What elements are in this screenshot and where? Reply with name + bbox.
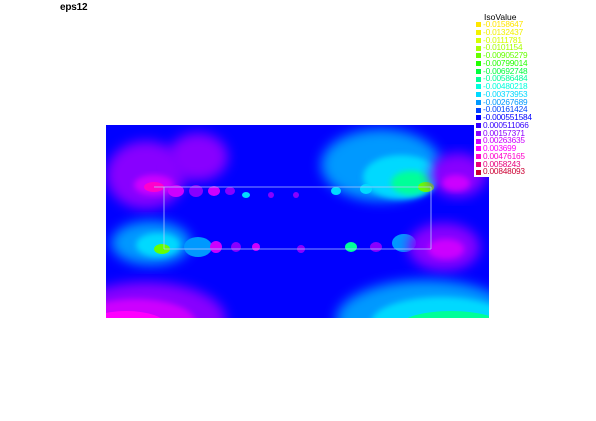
- legend-swatch: [476, 154, 481, 160]
- legend-swatch: [476, 169, 481, 175]
- legend-swatch: [476, 107, 481, 113]
- legend-entry: -0.0101154: [476, 42, 532, 53]
- isovalue-legend: IsoValue -0.0158647 -0.0132437 -0.0111781-…: [474, 11, 536, 177]
- legend-label: -0.0132437: [483, 26, 523, 37]
- legend-swatch: [476, 45, 481, 51]
- legend-entry: -0.00161424: [476, 104, 532, 115]
- legend-entry: -0.00692748: [476, 65, 532, 76]
- legend-label: 0.00157371: [483, 127, 525, 138]
- legend-swatch: [476, 161, 481, 167]
- legend-entry: -0.00480218: [476, 81, 532, 91]
- legend-label: -0.000551584: [483, 112, 532, 122]
- legend-title: IsoValue: [484, 12, 517, 22]
- legend-label: -0.00799014: [483, 57, 528, 68]
- legend-swatch: [476, 37, 481, 43]
- legend-label: 0.0058243: [483, 158, 521, 169]
- legend-swatch: [476, 30, 481, 36]
- legend-entry: 0.000511066: [476, 119, 532, 130]
- legend-label: -0.0101154: [483, 42, 523, 53]
- legend-entry: -0.00267689: [476, 96, 532, 107]
- legend-label: -0.00692748: [483, 65, 528, 76]
- legend-label: -0.00905279: [483, 50, 528, 60]
- legend-swatch: [476, 123, 481, 129]
- legend-entry: 0.00157371: [476, 127, 532, 138]
- legend-entry: -0.000551584: [476, 112, 532, 122]
- legend-label: 0.003699: [483, 143, 517, 153]
- legend-label: -0.00161424: [483, 104, 528, 115]
- legend-swatch: [476, 130, 481, 136]
- legend-swatch: [476, 61, 481, 67]
- legend-entries: -0.0158647 -0.0132437 -0.0111781 -0.0101154…: [476, 19, 532, 177]
- legend-entry: 0.00476165: [476, 150, 532, 161]
- legend-swatch: [476, 53, 481, 59]
- legend-swatch: [476, 146, 481, 152]
- legend-entry: -0.00586484: [476, 73, 532, 84]
- legend-entry: 0.00848093: [476, 166, 532, 177]
- legend-entry: 0.0058243: [476, 158, 532, 169]
- legend-swatch: [476, 92, 481, 98]
- field-contours: [106, 129, 489, 318]
- legend-label: 0.00848093: [483, 166, 525, 177]
- legend-entry: -0.00799014: [476, 57, 532, 68]
- isovalue-field-plot: [106, 125, 489, 318]
- legend-label: -0.00267689: [483, 96, 528, 107]
- legend-entry: -0.0132437: [476, 26, 532, 37]
- legend-swatch: [476, 115, 481, 121]
- electrode-outline: [154, 186, 432, 250]
- legend-entry: -0.00373953: [476, 88, 532, 99]
- legend-label: 0.00476165: [483, 150, 525, 161]
- legend-label: -0.00586484: [483, 73, 528, 84]
- legend-entry: -0.00905279: [476, 50, 532, 60]
- legend-swatch: [476, 68, 481, 74]
- plot-title: eps12: [60, 2, 88, 13]
- legend-label: -0.00373953: [483, 88, 528, 99]
- legend-swatch: [476, 99, 481, 105]
- legend-label: -0.0111781: [483, 34, 522, 45]
- legend-entry: 0.00263635: [476, 135, 532, 146]
- legend-label: 0.000511066: [483, 119, 529, 130]
- legend-swatch: [476, 84, 481, 90]
- legend-swatch: [476, 76, 481, 82]
- legend-swatch: [476, 138, 481, 144]
- legend-entry: -0.0158647: [476, 19, 532, 29]
- legend-label: 0.00263635: [483, 135, 525, 146]
- legend-label: -0.00480218: [483, 81, 528, 91]
- legend-label: -0.0158647: [483, 19, 523, 29]
- legend-entry: -0.0111781: [476, 34, 532, 45]
- legend-swatch: [476, 22, 481, 28]
- legend-entry: 0.003699: [476, 143, 532, 153]
